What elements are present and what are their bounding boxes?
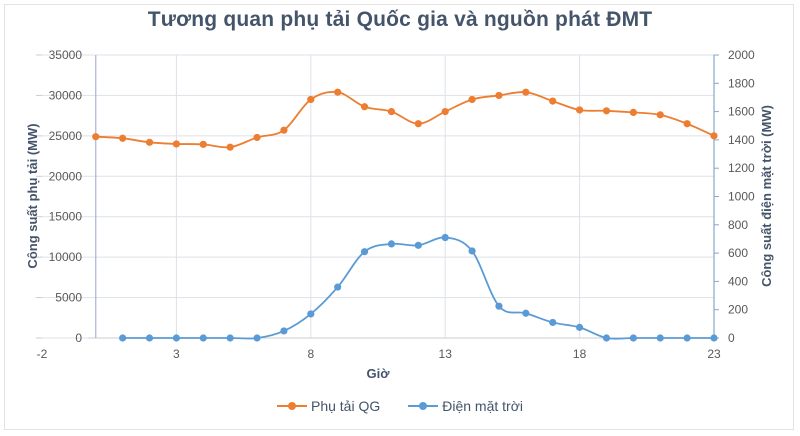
data-point[interactable] bbox=[656, 111, 664, 119]
blue-line-marker-icon bbox=[408, 401, 439, 411]
y2-tick-label: 600 bbox=[728, 246, 748, 260]
data-point[interactable] bbox=[576, 106, 584, 114]
data-point[interactable] bbox=[549, 318, 557, 327]
y2-tick-label: 800 bbox=[728, 218, 748, 232]
data-point[interactable] bbox=[145, 334, 154, 342]
y-tick-label: 20000 bbox=[49, 169, 83, 183]
y2-tick-label: 1200 bbox=[728, 161, 755, 175]
x-tick-label: 18 bbox=[573, 347, 587, 361]
data-point[interactable] bbox=[683, 334, 691, 342]
data-point[interactable] bbox=[468, 95, 476, 104]
data-point[interactable] bbox=[602, 334, 611, 342]
legend-item-dien-mat-troi[interactable]: Điện mặt trời bbox=[408, 398, 523, 414]
data-point[interactable] bbox=[710, 334, 718, 342]
gridlines bbox=[42, 54, 715, 339]
y-tick-label: 0 bbox=[75, 331, 82, 345]
x-tick-label: 23 bbox=[707, 347, 721, 361]
data-point[interactable] bbox=[468, 247, 476, 255]
data-point[interactable] bbox=[495, 302, 503, 310]
data-point[interactable] bbox=[92, 133, 100, 141]
y2-tick-label: 400 bbox=[728, 274, 748, 288]
data-point[interactable] bbox=[226, 143, 234, 151]
data-point[interactable] bbox=[253, 334, 261, 342]
data-point[interactable] bbox=[360, 248, 369, 256]
data-point[interactable] bbox=[172, 140, 180, 148]
data-point[interactable] bbox=[119, 134, 127, 142]
data-point[interactable] bbox=[576, 323, 584, 331]
x-tick-label: 3 bbox=[173, 347, 180, 361]
data-point[interactable] bbox=[172, 334, 180, 342]
data-point[interactable] bbox=[629, 108, 637, 117]
legend-label: Phụ tải QG bbox=[310, 398, 381, 414]
y-tick-label: 35000 bbox=[49, 48, 83, 62]
y-tick-label: 5000 bbox=[55, 291, 82, 305]
legend-label: Điện mặt trời bbox=[442, 398, 524, 414]
data-point[interactable] bbox=[441, 233, 449, 242]
y2-axis-title: Công suất điện mặt trời (MW) bbox=[759, 105, 774, 287]
y2-tick-label: 1600 bbox=[728, 105, 755, 119]
data-point[interactable] bbox=[629, 334, 637, 342]
data-point[interactable] bbox=[522, 309, 530, 317]
series-phu-tai bbox=[92, 88, 718, 151]
data-point[interactable] bbox=[522, 88, 530, 96]
data-point[interactable] bbox=[334, 283, 342, 291]
y2-tick-label: 1400 bbox=[728, 133, 755, 147]
y-tick-label: 15000 bbox=[49, 210, 83, 224]
y2-tick-label: 1800 bbox=[728, 76, 755, 90]
legend-item-phu-tai[interactable]: Phụ tải QG bbox=[276, 398, 381, 414]
legend: Phụ tải QG Điện mặt trời bbox=[0, 398, 800, 414]
y-axis-title: Công suất phụ tải (MW) bbox=[25, 123, 40, 268]
y2-tick-label: 2000 bbox=[728, 48, 755, 62]
x-tick-label: 13 bbox=[439, 347, 453, 361]
data-point[interactable] bbox=[387, 240, 396, 248]
data-point[interactable] bbox=[280, 126, 288, 134]
data-point[interactable] bbox=[360, 103, 369, 111]
data-point[interactable] bbox=[307, 310, 315, 318]
series-layer bbox=[92, 88, 718, 342]
data-point[interactable] bbox=[549, 97, 557, 105]
series-dien-mat-troi bbox=[119, 233, 718, 342]
data-point[interactable] bbox=[602, 107, 611, 115]
data-point[interactable] bbox=[414, 241, 422, 249]
data-point[interactable] bbox=[414, 120, 422, 128]
data-point[interactable] bbox=[387, 108, 396, 116]
data-point[interactable] bbox=[145, 138, 154, 146]
chart-title: Tương quan phụ tải Quốc gia và nguồn phá… bbox=[147, 8, 653, 31]
y-tick-label: 10000 bbox=[49, 250, 83, 264]
data-point[interactable] bbox=[710, 132, 718, 140]
data-point[interactable] bbox=[119, 334, 127, 342]
y2-tick-label: 0 bbox=[728, 331, 735, 345]
x-axis-title: Giờ bbox=[367, 366, 391, 381]
data-point[interactable] bbox=[280, 327, 288, 335]
data-point[interactable] bbox=[334, 88, 342, 96]
data-point[interactable] bbox=[307, 95, 315, 104]
x-tick-label: 8 bbox=[307, 347, 314, 361]
y-tick-label: 30000 bbox=[49, 88, 83, 102]
data-point[interactable] bbox=[656, 334, 664, 342]
data-point[interactable] bbox=[199, 140, 207, 148]
y-tick-label: 25000 bbox=[49, 129, 83, 143]
data-point[interactable] bbox=[495, 91, 503, 100]
y2-tick-label: 200 bbox=[728, 303, 748, 317]
data-point[interactable] bbox=[199, 334, 207, 342]
data-point[interactable] bbox=[226, 334, 234, 342]
data-point[interactable] bbox=[253, 133, 261, 142]
x-tick-label: -2 bbox=[37, 347, 48, 361]
orange-line-marker-icon bbox=[276, 401, 307, 411]
data-point[interactable] bbox=[683, 120, 691, 128]
data-point[interactable] bbox=[441, 108, 449, 116]
y2-tick-label: 1000 bbox=[728, 190, 755, 204]
